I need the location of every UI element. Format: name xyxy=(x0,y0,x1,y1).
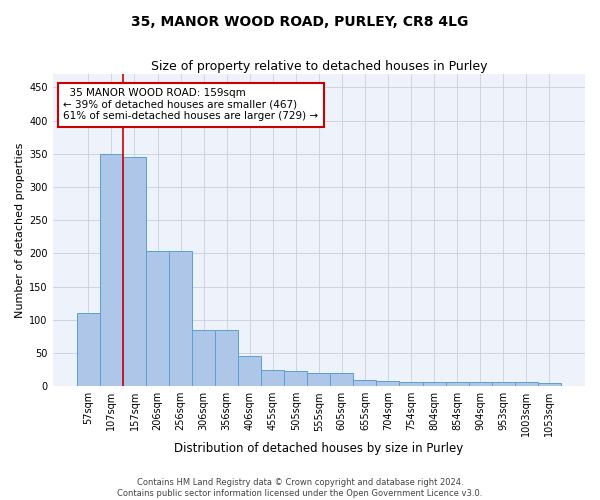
Y-axis label: Number of detached properties: Number of detached properties xyxy=(15,142,25,318)
Bar xyxy=(284,371,307,386)
Bar xyxy=(215,330,238,386)
Bar xyxy=(400,382,422,386)
X-axis label: Distribution of detached houses by size in Purley: Distribution of detached houses by size … xyxy=(174,442,463,455)
Bar xyxy=(446,382,469,386)
Text: 35 MANOR WOOD ROAD: 159sqm
← 39% of detached houses are smaller (467)
61% of sem: 35 MANOR WOOD ROAD: 159sqm ← 39% of deta… xyxy=(63,88,319,122)
Text: 35, MANOR WOOD ROAD, PURLEY, CR8 4LG: 35, MANOR WOOD ROAD, PURLEY, CR8 4LG xyxy=(131,15,469,29)
Bar xyxy=(422,382,446,386)
Bar xyxy=(353,380,376,386)
Bar xyxy=(238,356,261,386)
Bar xyxy=(123,157,146,386)
Bar xyxy=(192,330,215,386)
Bar xyxy=(538,383,561,386)
Bar xyxy=(307,373,331,386)
Bar xyxy=(491,382,515,386)
Bar xyxy=(100,154,123,386)
Bar xyxy=(169,252,192,386)
Title: Size of property relative to detached houses in Purley: Size of property relative to detached ho… xyxy=(151,60,487,73)
Bar xyxy=(331,373,353,386)
Bar xyxy=(469,382,491,386)
Bar xyxy=(146,252,169,386)
Bar xyxy=(515,382,538,386)
Bar xyxy=(376,381,400,386)
Bar xyxy=(261,370,284,386)
Text: Contains HM Land Registry data © Crown copyright and database right 2024.
Contai: Contains HM Land Registry data © Crown c… xyxy=(118,478,482,498)
Bar xyxy=(77,313,100,386)
